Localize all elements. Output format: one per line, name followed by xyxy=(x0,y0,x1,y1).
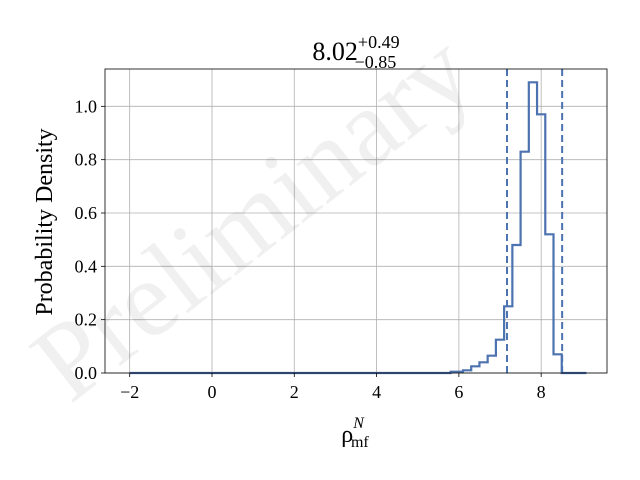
x-tick-label: 6 xyxy=(454,382,463,402)
title-upper-error: +0.49 xyxy=(358,32,400,52)
x-axis-subscript: mf xyxy=(351,434,369,451)
x-axis: −2 0 2 4 6 8 xyxy=(120,373,546,402)
y-axis-title: Probability Density xyxy=(32,128,58,315)
x-tick-label: −2 xyxy=(120,382,139,402)
x-axis-title: ρN mf xyxy=(341,415,369,451)
x-axis-symbol: ρ xyxy=(341,422,353,448)
x-tick-label: 8 xyxy=(537,382,546,402)
y-tick-label: 0.4 xyxy=(75,256,98,276)
histogram xyxy=(129,81,587,375)
y-tick-label: 0.2 xyxy=(75,310,98,330)
x-axis-superscript: N xyxy=(352,415,365,432)
x-tick-label: 4 xyxy=(372,382,381,402)
title-lower-error: −0.85 xyxy=(355,52,397,72)
y-tick-label: 0.6 xyxy=(75,203,98,223)
y-tick-label: 1.0 xyxy=(75,96,98,116)
x-tick-label: 2 xyxy=(290,382,299,402)
y-tick-label: 0.8 xyxy=(75,150,98,170)
credible-interval-lines xyxy=(506,69,564,373)
histogram-step xyxy=(129,81,587,375)
chart-title: 8.02+0.49 −0.85 xyxy=(312,32,399,72)
x-tick-label: 0 xyxy=(207,382,216,402)
plot-frame xyxy=(104,68,608,374)
y-axis: 0.0 0.2 0.4 0.6 0.8 1.0 xyxy=(75,96,105,383)
y-tick-label: 0.0 xyxy=(75,363,98,383)
title-main: 8.02 xyxy=(312,37,358,66)
